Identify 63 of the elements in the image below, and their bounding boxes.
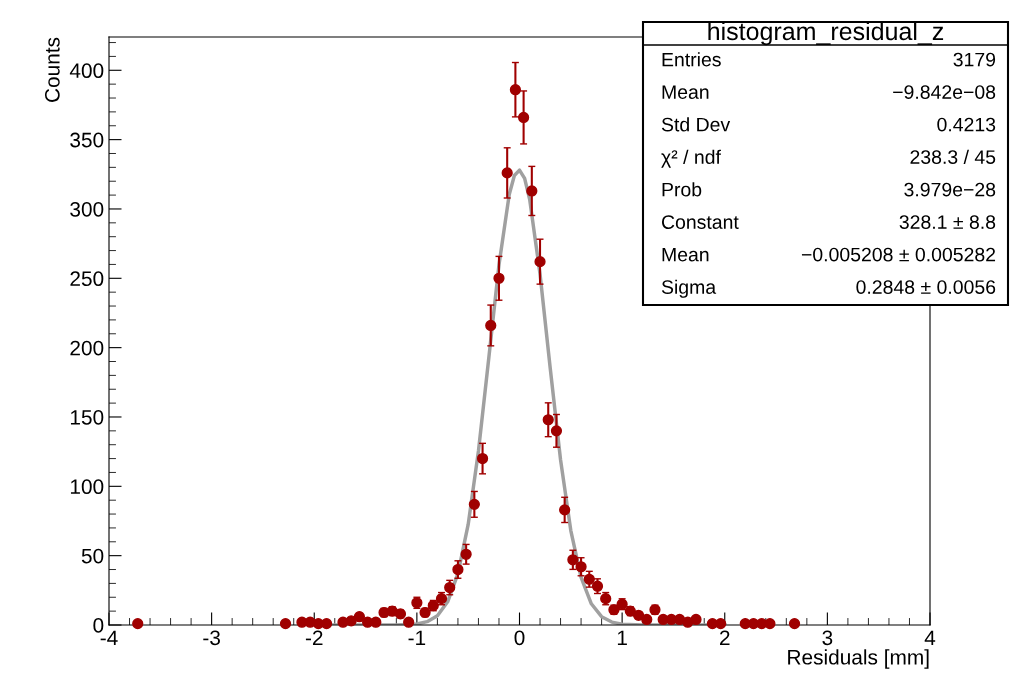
- x-tick-label: -3: [203, 630, 220, 646]
- annotation: 238.3 / 45: [910, 149, 996, 164]
- point: [485, 319, 497, 332]
- point: [788, 618, 801, 630]
- x-tick-label: 0: [514, 630, 525, 646]
- y-tick-label: 350: [70, 132, 104, 148]
- point: [345, 615, 357, 627]
- annotation: −9.842e−08: [893, 85, 996, 99]
- annotation: 3.979e−28: [904, 182, 996, 197]
- y-tick-label: 250: [70, 271, 104, 287]
- annotation: Std Dev: [661, 117, 731, 132]
- point: [353, 611, 366, 623]
- point: [518, 111, 530, 124]
- text: 0.4213: [937, 117, 996, 132]
- annotation: histogram_residual_z: [708, 21, 944, 46]
- annotation: Mean: [662, 85, 709, 99]
- point: [542, 414, 554, 426]
- point: [468, 498, 480, 510]
- annotation: 328.1 ± 8.8: [899, 215, 996, 229]
- x-tick-label: 1: [617, 630, 627, 645]
- point: [632, 609, 645, 621]
- annotation: Prob: [662, 182, 702, 197]
- point: [370, 616, 382, 628]
- point: [559, 504, 571, 516]
- x-tick-label: 4: [924, 630, 936, 645]
- point: [526, 185, 538, 197]
- point: [132, 618, 144, 630]
- y-tick-label: 50: [81, 548, 104, 564]
- y-tick-label: 300: [70, 201, 104, 217]
- x-tick-label: 2: [720, 630, 730, 645]
- y-tick-label: 400: [69, 63, 104, 79]
- annotation: −0.005208 ± 0.005282: [801, 247, 996, 262]
- point: [279, 618, 292, 630]
- point: [641, 613, 653, 626]
- point: [575, 561, 587, 573]
- point: [550, 425, 563, 437]
- point: [715, 618, 727, 630]
- text: 3179: [953, 52, 996, 67]
- x-tick-label: 3: [822, 630, 833, 646]
- point: [460, 548, 472, 560]
- x-tick-label: -2: [305, 630, 323, 645]
- annotation: Constant: [661, 215, 739, 229]
- y-tick-label: 150: [70, 409, 104, 425]
- annotation: 0.2848 ± 0.0056: [856, 280, 996, 294]
- point: [509, 84, 521, 96]
- annotation: χ² / ndf: [661, 149, 721, 168]
- x-tick-label: -1: [408, 630, 426, 645]
- point: [493, 272, 505, 284]
- y-axis-title: Counts: [44, 37, 60, 102]
- point: [476, 452, 489, 465]
- point: [690, 613, 702, 626]
- point: [567, 554, 579, 566]
- y-tick-label: 100: [70, 479, 104, 495]
- x-axis-title: Residuals [mm]: [788, 649, 929, 669]
- annotation: Mean: [662, 247, 709, 262]
- point: [501, 167, 513, 179]
- point: [764, 618, 776, 630]
- annotation: Sigma: [661, 279, 717, 298]
- point: [403, 616, 415, 628]
- point: [534, 256, 546, 268]
- y-tick-label: 200: [70, 340, 104, 356]
- point: [583, 573, 595, 585]
- annotation: Entries: [662, 52, 721, 67]
